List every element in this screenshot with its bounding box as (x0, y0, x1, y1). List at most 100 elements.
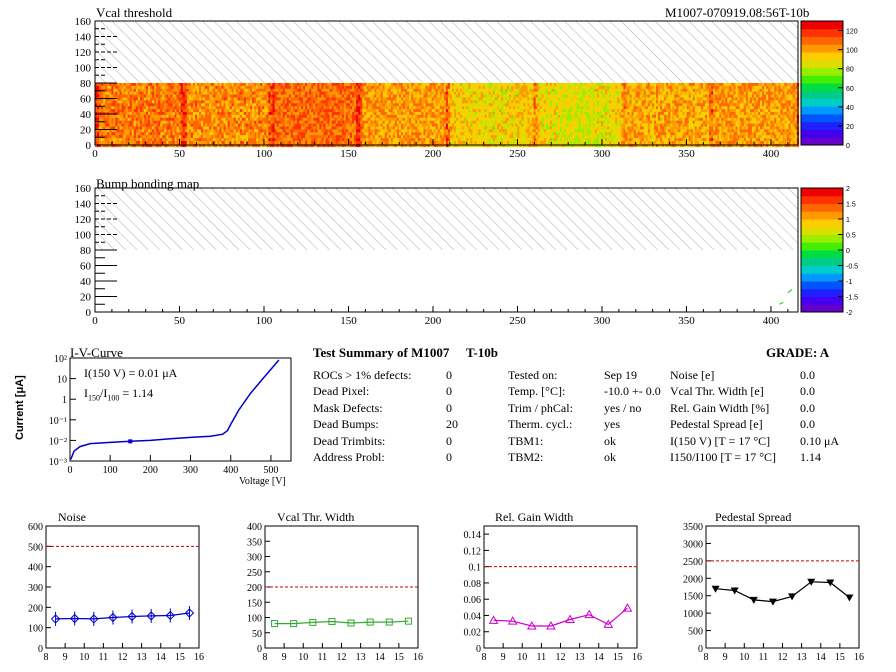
noise-title: Noise (58, 510, 86, 524)
x-tick-label: 9 (282, 652, 287, 663)
iv-annotation-current: I(150 V) = 0.01 μA (84, 366, 178, 380)
bump-defects (779, 289, 793, 305)
x-tick-label: 16 (854, 652, 864, 663)
x-tick-label: 12 (118, 652, 128, 663)
x-tick-label: 9 (63, 652, 68, 663)
y-tick-label: 160 (75, 183, 92, 195)
summary-middle-label: TBM2: (508, 450, 544, 464)
summary-middle-value: ok (604, 433, 616, 448)
palette-tick-label: 0 (846, 248, 850, 255)
summary-right-label: Vcal Thr. Width [e] (670, 384, 764, 399)
summary-left-label: Mask Defects: (313, 400, 383, 415)
data-point (309, 618, 317, 626)
y-tick-label: 350 (247, 537, 262, 548)
iv-ylabel: Current [μA] (14, 375, 26, 440)
data-point (507, 616, 518, 625)
summary-left-label: Dead Bumps: (313, 417, 379, 432)
y-tick-label: 1000 (683, 609, 703, 620)
x-tick-label: 0 (92, 148, 98, 160)
data-point (730, 587, 739, 595)
y-tick-label: 400 (247, 522, 262, 533)
color-palette (800, 187, 844, 313)
y-tick-label: 600 (28, 522, 43, 533)
iv-y-tick-label: 10 (57, 375, 67, 386)
x-tick-label: 13 (797, 652, 807, 663)
summary-middle-value: Sep 19 (604, 368, 637, 382)
x-tick-label: 15 (175, 652, 185, 663)
iv-frame (69, 357, 292, 462)
y-tick-label: 120 (75, 214, 92, 226)
gain-width-title: Rel. Gain Width (495, 510, 574, 524)
y-tick-label: 300 (247, 553, 262, 564)
y-tick-label: 250 (247, 568, 262, 579)
y-tick-label: 400 (28, 563, 43, 574)
y-tick-label: 0.02 (464, 628, 482, 639)
data-point (488, 615, 499, 624)
x-tick-label: 400 (763, 148, 780, 160)
palette-tick-label: 2 (846, 186, 850, 193)
iv-x-tick-label: 0 (68, 465, 73, 476)
summary-title: Test Summary of M1007 (313, 345, 450, 360)
y-tick-label: 500 (688, 627, 703, 638)
palette-tick-label: 120 (846, 29, 858, 36)
x-tick-label: 16 (632, 652, 642, 663)
series-line (274, 620, 409, 625)
iv-y-tick-label: 10⁻³ (49, 457, 67, 468)
summary-right-value: 0.0 (800, 368, 815, 382)
x-tick-label: 50 (174, 315, 186, 327)
x-tick-label: 15 (835, 652, 845, 663)
iv-curve (70, 359, 280, 460)
palette-tick-label: 20 (846, 124, 854, 131)
palette-tick-label: 80 (846, 67, 854, 74)
x-tick-label: 12 (337, 652, 347, 663)
y-tick-label: 0.14 (464, 530, 482, 541)
y-tick-label: 100 (75, 63, 92, 75)
y-tick-label: 0 (86, 307, 92, 319)
palette-tick-label: 1.5 (846, 202, 856, 209)
summary-middle-label: TBM1: (508, 433, 544, 448)
y-tick-label: 50 (252, 629, 262, 640)
chart-frame (483, 525, 638, 649)
summary-left-label: Dead Trimbits: (313, 433, 386, 448)
data-point (603, 619, 614, 628)
y-tick-label: 0 (38, 644, 43, 655)
x-tick-label: 100 (256, 148, 273, 160)
x-tick-label: 14 (816, 652, 826, 663)
x-tick-label: 8 (263, 652, 268, 663)
summary-middle-value: -10.0 +- 0.0 (604, 384, 661, 399)
x-tick-label: 11 (537, 652, 547, 663)
y-tick-label: 80 (80, 245, 92, 257)
x-tick-label: 250 (509, 315, 526, 327)
y-tick-label: 40 (80, 276, 92, 288)
x-tick-label: 13 (137, 652, 147, 663)
iv-x-tick-label: 100 (103, 465, 118, 476)
data-point (565, 614, 575, 624)
y-tick-label: 100 (28, 624, 43, 635)
data-point (749, 596, 758, 604)
palette-tick-label: -2 (846, 310, 852, 317)
inactive-region (95, 21, 798, 83)
palette-tick-label: 0 (846, 143, 850, 150)
iv-y-tick-label: 10² (54, 354, 67, 365)
x-tick-label: 150 (340, 148, 357, 160)
y-tick-label: 1500 (683, 592, 703, 603)
x-tick-label: 14 (594, 652, 604, 663)
vcal-map-title: Vcal threshold (96, 5, 173, 20)
iv-y-tick-label: 10⁻¹ (49, 416, 67, 427)
x-tick-label: 50 (174, 148, 186, 160)
heatmap-cells (95, 83, 800, 148)
iv-x-tick-label: 500 (263, 465, 278, 476)
x-tick-label: 9 (723, 652, 728, 663)
data-point (622, 603, 633, 612)
x-tick-label: 8 (44, 652, 49, 663)
x-tick-label: 13 (575, 652, 585, 663)
bump-map-title: Bump bonding map (96, 176, 200, 191)
x-tick-label: 8 (704, 652, 709, 663)
x-tick-label: 13 (356, 652, 366, 663)
iv-marker-150v (128, 439, 133, 444)
series-line (493, 607, 628, 627)
x-tick-label: 14 (375, 652, 385, 663)
x-tick-label: 15 (613, 652, 623, 663)
iv-title: I-V-Curve (70, 345, 123, 360)
iv-annotation-ratio: I150/I100 = 1.14 (84, 386, 154, 403)
